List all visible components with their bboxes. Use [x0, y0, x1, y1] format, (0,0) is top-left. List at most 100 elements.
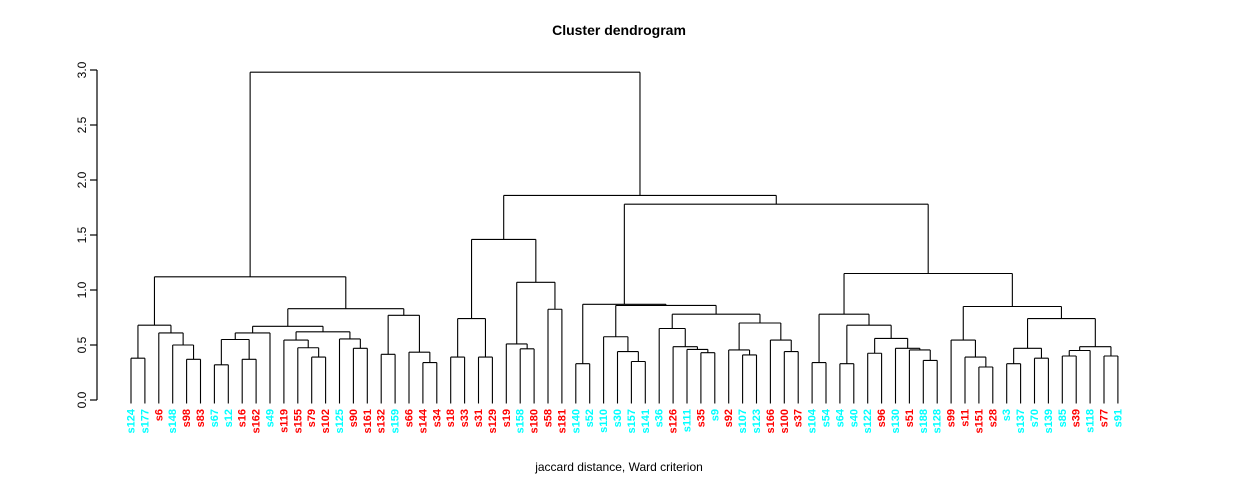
- leaf-label: s180: [529, 409, 541, 433]
- leaf-label: s33: [459, 409, 471, 427]
- leaf-label: s100: [779, 409, 791, 433]
- cluster-link: [742, 354, 758, 404]
- dendrogram-tree: [130, 71, 1119, 404]
- cluster-link: [1079, 346, 1112, 356]
- leaf-labels: s124 s177 s6 s148 s98 s83 s67 s12 s16 s162 s49 s119…: [126, 408, 1125, 433]
- cluster-link: [1033, 357, 1049, 404]
- cluster-link: [908, 349, 931, 404]
- cluster-link: [297, 347, 320, 404]
- cluster-link: [686, 348, 709, 404]
- cluster-link: [818, 313, 870, 363]
- leaf-label: s79: [306, 409, 318, 427]
- cluster-link: [700, 352, 716, 404]
- cluster-link: [220, 338, 250, 365]
- leaf-label: s125: [334, 409, 346, 433]
- leaf-label: s118: [1085, 409, 1097, 433]
- y-axis-tick-label: 2.0: [75, 171, 89, 188]
- cluster-link: [894, 347, 921, 404]
- cluster-link: [283, 339, 309, 404]
- leaf-label: s52: [584, 409, 596, 427]
- cluster-link: [843, 272, 1013, 315]
- leaf-label: s12: [223, 409, 235, 427]
- cluster-link: [950, 339, 976, 404]
- cluster-link: [658, 327, 686, 404]
- leaf-label: s128: [932, 409, 944, 433]
- leaf-label: s98: [181, 409, 193, 427]
- cluster-link: [516, 281, 556, 344]
- cluster-link: [811, 362, 827, 404]
- cluster-link: [408, 351, 431, 404]
- leaf-label: s110: [598, 409, 610, 433]
- leaf-label: s77: [1099, 409, 1111, 427]
- leaf-label: s162: [251, 409, 263, 433]
- x-axis-caption: jaccard distance, Ward criterion: [535, 460, 703, 474]
- leaf-label: s11: [960, 409, 972, 427]
- cluster-link: [1027, 318, 1096, 349]
- cluster-link: [213, 364, 229, 404]
- cluster-link: [241, 358, 257, 404]
- leaf-label: s66: [404, 409, 416, 427]
- leaf-label: s90: [348, 409, 360, 427]
- leaf-label: s124: [126, 408, 138, 433]
- leaf-label: s141: [640, 409, 652, 433]
- leaf-label: s96: [876, 409, 888, 427]
- cluster-link: [249, 71, 641, 277]
- cluster-link: [874, 337, 909, 354]
- cluster-link: [153, 276, 347, 326]
- leaf-label: s166: [765, 409, 777, 433]
- cluster-link: [769, 339, 792, 404]
- cluster-link: [616, 351, 639, 404]
- cluster-link: [783, 351, 799, 404]
- cluster-link: [671, 313, 761, 329]
- cluster-link: [1006, 363, 1022, 404]
- leaf-label: s132: [376, 409, 388, 433]
- leaf-label: s177: [139, 409, 151, 433]
- cluster-link: [603, 336, 629, 404]
- leaf-label: s181: [556, 409, 568, 433]
- leaf-label: s107: [737, 409, 749, 433]
- cluster-link: [471, 238, 537, 319]
- cluster-link: [311, 356, 327, 404]
- leaf-label: s54: [821, 408, 833, 427]
- y-axis-tick-label: 0.5: [75, 336, 89, 353]
- leaf-label: s36: [654, 409, 666, 427]
- cluster-link: [158, 332, 184, 404]
- leaf-label: s123: [751, 409, 763, 433]
- y-axis-tick-label: 2.5: [75, 116, 89, 133]
- leaf-label: s39: [1071, 409, 1083, 427]
- y-axis: 0.0 0.5 1.0 1.5 2.0 2.5 3.0: [75, 61, 98, 408]
- leaf-label: s49: [265, 409, 277, 427]
- cluster-link: [352, 347, 368, 404]
- cluster-link: [503, 194, 777, 240]
- leaf-label: s102: [320, 409, 332, 433]
- leaf-label: s99: [946, 409, 958, 427]
- leaf-label: s130: [890, 409, 902, 433]
- leaf-label: s6: [153, 409, 165, 421]
- leaf-label: s3: [1001, 409, 1013, 421]
- leaf-label: s40: [848, 409, 860, 427]
- cluster-link: [137, 324, 172, 359]
- leaf-label: s111: [682, 409, 694, 432]
- y-axis-tick-label: 1.5: [75, 226, 89, 243]
- leaf-label: s158: [515, 409, 527, 433]
- leaf-label: s16: [237, 409, 249, 427]
- leaf-label: s83: [195, 409, 207, 427]
- cluster-link: [1103, 355, 1119, 404]
- leaf-label: s70: [1029, 409, 1041, 427]
- leaf-label: s51: [904, 409, 916, 427]
- leaf-label: s91: [1112, 409, 1124, 427]
- leaf-label: s37: [793, 409, 805, 427]
- cluster-link: [172, 344, 195, 404]
- cluster-link: [380, 353, 396, 404]
- cluster-link: [615, 304, 717, 337]
- cluster-link: [738, 322, 782, 350]
- cluster-link: [839, 363, 855, 404]
- leaf-label: s148: [167, 409, 179, 433]
- cluster-link: [519, 348, 535, 404]
- y-axis-tick-label: 1.0: [75, 281, 89, 298]
- cluster-link: [964, 356, 987, 404]
- leaf-label: s157: [626, 409, 638, 433]
- leaf-label: s188: [918, 409, 930, 433]
